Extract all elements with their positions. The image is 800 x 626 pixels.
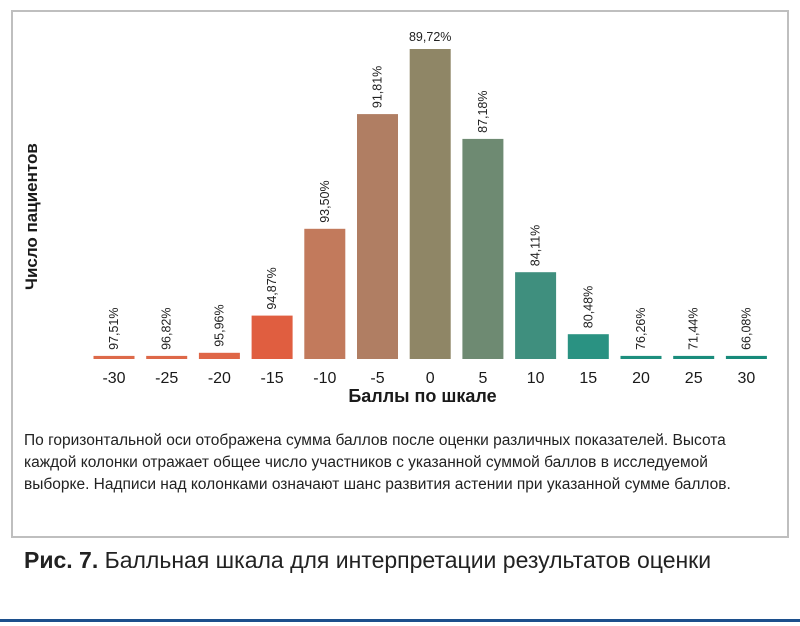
bar--30 [93,355,135,359]
bar-data-label: 97,51% [107,307,121,349]
bar-data-label: 95,96% [212,304,226,346]
figure-note: По горизонтальной оси отображена сумма б… [24,432,731,493]
bar-data-label: 89,72% [409,30,451,44]
bar-data-label: 66,08% [739,307,753,349]
bar-0 [409,49,451,359]
x-tick-label: 10 [527,370,545,387]
bar-chart: 97,51% -30 96,82% -25 95,96% -20 94,87% -15 93,5… [93,30,767,387]
bar--25 [146,355,188,359]
bar-15 [567,334,609,359]
bar--10 [304,228,346,359]
x-tick-label: 25 [685,370,703,387]
figure-frame [11,10,789,538]
bar-10 [515,272,557,359]
bar-20 [620,355,662,359]
caption-label: Рис. 7. [24,547,99,573]
x-tick-label: -5 [370,370,384,387]
bar-5 [462,138,504,359]
bar-data-label: 84,11% [529,225,543,266]
x-tick-label: -10 [313,370,336,387]
bar-25 [673,355,715,359]
x-tick-label: -30 [102,370,125,387]
bar--15 [251,315,293,359]
caption-text: Балльная шкала для интерпретации результ… [98,547,712,573]
x-tick-label: 30 [738,370,756,387]
bar-data-label: 71,44% [687,307,701,349]
bottom-rule [0,619,800,622]
bar-data-label: 94,87% [265,267,279,309]
figure-caption: Рис. 7. Балльная шкала для интерпретации… [24,546,784,574]
bar-data-label: 80,48% [581,286,595,328]
x-tick-label: -15 [261,370,284,387]
bar-data-label: 76,26% [634,307,648,349]
bar-30 [725,355,767,359]
x-tick-label: 20 [632,370,650,387]
x-tick-label: 0 [426,370,435,387]
bar-data-label: 91,81% [371,66,385,108]
bar-data-label: 87,18% [476,90,490,132]
bar-data-label: 93,50% [318,180,332,222]
bar--5 [357,114,398,359]
x-axis-label: Баллы по шкале [348,386,497,406]
bar--20 [198,352,240,359]
bar-data-label: 96,82% [160,307,174,349]
x-tick-label: -20 [208,370,231,387]
x-tick-label: 15 [579,370,597,387]
x-tick-label: 5 [478,370,487,387]
x-tick-label: -25 [155,370,178,387]
y-axis-label: Число пациентов [22,143,41,290]
